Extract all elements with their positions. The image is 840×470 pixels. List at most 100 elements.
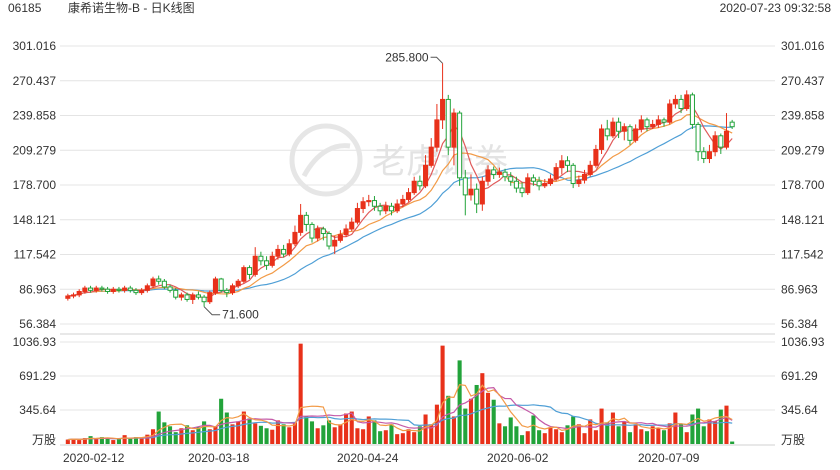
candle-body <box>417 180 423 187</box>
price-tick-left: 86.963 <box>19 282 56 296</box>
volume-bar <box>88 436 93 444</box>
volume-bar <box>593 430 598 444</box>
price-tick-right: 117.542 <box>781 248 824 262</box>
candle-body <box>445 98 451 148</box>
volume-ma5-line <box>67 383 733 441</box>
volume-bar <box>281 424 286 444</box>
volume-bar <box>105 438 110 444</box>
volume-bar <box>491 399 496 444</box>
candle-body <box>349 221 355 230</box>
candle-body <box>88 287 94 291</box>
candle-body <box>258 255 264 262</box>
volume-bar <box>423 414 428 444</box>
candles <box>65 63 735 307</box>
candle-body <box>252 255 258 275</box>
volume-bar <box>332 427 337 444</box>
volume-bar <box>468 398 474 444</box>
volume-tick-right: 345.64 <box>781 403 818 417</box>
ma5-line <box>67 105 733 299</box>
candle-body <box>309 223 315 239</box>
candle-body <box>684 94 690 110</box>
price-tick-left: 239.858 <box>13 109 57 123</box>
candle-body <box>150 278 156 287</box>
candle-body <box>627 126 633 141</box>
candle-body <box>695 123 701 153</box>
candle-body <box>400 198 406 205</box>
candle-body <box>388 205 395 212</box>
candle-body <box>161 280 167 288</box>
volume-bar <box>644 431 650 444</box>
volume-bar <box>571 416 576 444</box>
volume-bar <box>616 426 621 444</box>
candle-body <box>377 205 383 212</box>
volume-bar <box>372 420 377 444</box>
volume-bar <box>173 432 178 444</box>
volume-bar <box>412 432 417 444</box>
volume-bar <box>202 421 207 444</box>
candle-body <box>383 205 389 212</box>
candle-body <box>292 231 298 245</box>
chart-title: 康希诺生物-B - 日K线图 <box>68 1 195 15</box>
volume-bar <box>661 430 667 444</box>
volume-bar <box>474 384 479 444</box>
volume-bar <box>326 420 332 444</box>
price-tick-left: 117.542 <box>14 248 57 262</box>
candle-body <box>269 255 275 266</box>
watermark: 老虎证券 <box>289 123 508 197</box>
candle-body <box>570 164 576 185</box>
watermark-logo <box>289 123 363 197</box>
candle-body <box>423 164 429 187</box>
volume-bar <box>639 429 644 444</box>
volume-bar <box>582 433 587 444</box>
candle-body <box>360 201 366 210</box>
candle-body <box>281 248 287 255</box>
volume-bar <box>190 430 195 444</box>
volume-bar <box>179 428 184 444</box>
volume-bar <box>696 408 701 444</box>
volume-bar <box>133 437 139 444</box>
volume-bar <box>298 343 303 444</box>
candle-body <box>190 294 196 300</box>
volume-bar <box>673 412 678 444</box>
volume-bar <box>224 412 229 444</box>
volume-bar <box>309 421 315 444</box>
candle-body <box>229 285 236 294</box>
volume-bar <box>656 428 661 444</box>
candle-body <box>513 180 519 189</box>
volume-bar <box>440 345 445 444</box>
volume-bar <box>355 428 360 444</box>
candle-body <box>65 295 71 299</box>
volume-tick-left: 691.29 <box>19 369 56 383</box>
candle-body <box>184 294 190 300</box>
candle-body <box>320 228 326 235</box>
candle-body <box>723 130 730 148</box>
volume-bar <box>213 426 218 444</box>
volume-bar <box>94 439 99 444</box>
stock-code: 06185 <box>8 1 42 15</box>
volume-bar <box>122 435 127 444</box>
volume-bar <box>429 424 434 444</box>
candle-body <box>729 121 735 128</box>
volume-bar <box>77 440 82 444</box>
candle-body <box>559 160 565 169</box>
candle-body <box>264 260 270 266</box>
candle-body <box>457 112 463 179</box>
price-tick-left: 270.437 <box>13 74 57 88</box>
price-tick-right: 56.384 <box>781 317 818 331</box>
candle-body <box>116 288 122 291</box>
candle-body <box>672 98 678 105</box>
volume-bar <box>730 441 735 444</box>
candle-body <box>411 180 417 194</box>
candle-body <box>485 169 491 182</box>
candle-body <box>105 288 111 292</box>
candle-body <box>405 192 412 200</box>
date-tick: 2020-03-18 <box>188 451 250 465</box>
volume-bar <box>361 429 366 444</box>
volume-ma10-line <box>67 386 733 441</box>
candle-body <box>689 94 695 125</box>
candle-body <box>303 214 309 225</box>
volume-bar <box>417 426 422 444</box>
volume-ma20-line <box>67 404 733 441</box>
volume-bar <box>196 427 201 444</box>
